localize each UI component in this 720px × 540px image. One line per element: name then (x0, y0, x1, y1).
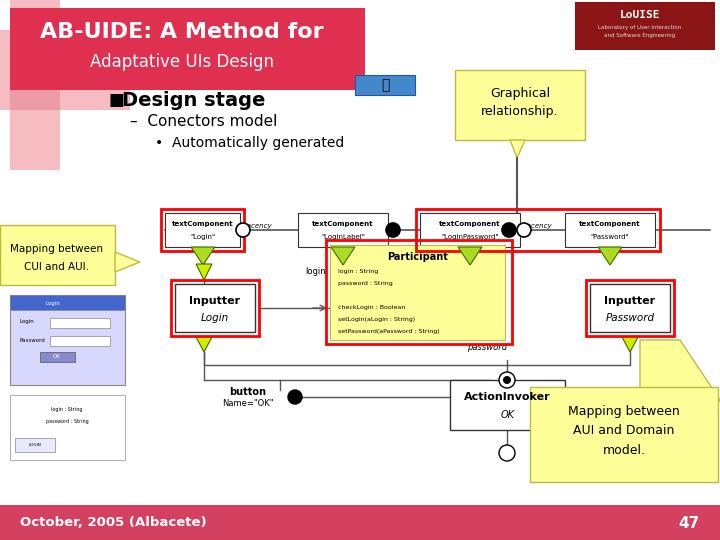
Circle shape (517, 223, 531, 237)
Text: setPassword(aPassword : String): setPassword(aPassword : String) (338, 328, 440, 334)
Polygon shape (115, 252, 140, 272)
FancyBboxPatch shape (455, 70, 585, 140)
Text: OK: OK (53, 354, 61, 360)
FancyBboxPatch shape (330, 245, 505, 340)
Polygon shape (598, 247, 622, 265)
Text: Inputter: Inputter (604, 296, 656, 306)
FancyBboxPatch shape (10, 30, 60, 110)
Text: Adaptative UIs Design: Adaptative UIs Design (90, 53, 274, 71)
Text: and Software Engineering: and Software Engineering (604, 32, 675, 37)
FancyBboxPatch shape (0, 225, 115, 285)
FancyBboxPatch shape (575, 2, 715, 50)
Polygon shape (196, 337, 212, 352)
Text: relationship.: relationship. (481, 105, 559, 118)
Text: 47: 47 (679, 516, 700, 530)
FancyBboxPatch shape (50, 318, 110, 328)
Text: login : String: login : String (51, 408, 83, 413)
Text: adjacency: adjacency (517, 223, 553, 229)
Text: textComponent: textComponent (439, 221, 501, 227)
Text: LOGIN: LOGIN (29, 443, 41, 447)
Polygon shape (355, 75, 415, 95)
FancyBboxPatch shape (15, 438, 55, 452)
Polygon shape (191, 247, 215, 265)
FancyBboxPatch shape (0, 30, 130, 110)
Text: Laboratory of User Interaction: Laboratory of User Interaction (598, 25, 682, 30)
Text: button: button (230, 387, 266, 397)
FancyBboxPatch shape (10, 8, 365, 90)
Circle shape (236, 223, 250, 237)
Text: AUI and Domain: AUI and Domain (573, 423, 675, 436)
Text: Mapping between: Mapping between (568, 406, 680, 419)
Polygon shape (510, 140, 525, 158)
Text: adjacency: adjacency (237, 223, 273, 229)
Text: ActionInvoker: ActionInvoker (464, 392, 551, 402)
Text: Design stage: Design stage (122, 91, 266, 110)
FancyBboxPatch shape (10, 295, 125, 310)
FancyBboxPatch shape (165, 213, 240, 247)
FancyBboxPatch shape (40, 352, 75, 362)
FancyBboxPatch shape (0, 505, 720, 540)
Text: Password: Password (20, 338, 46, 342)
Text: password : String: password : String (338, 280, 392, 286)
Text: Password: Password (606, 313, 654, 323)
Circle shape (503, 376, 511, 384)
FancyBboxPatch shape (10, 395, 125, 460)
FancyBboxPatch shape (450, 380, 565, 430)
FancyBboxPatch shape (175, 284, 255, 332)
Text: login : String: login : String (338, 268, 378, 273)
Text: model.: model. (603, 443, 646, 456)
Text: Graphical: Graphical (490, 86, 550, 99)
Text: Mapping between: Mapping between (11, 244, 104, 254)
Text: AB-UIDE: A Method for: AB-UIDE: A Method for (40, 22, 324, 42)
Polygon shape (196, 264, 212, 280)
Text: password : String: password : String (45, 420, 89, 424)
FancyBboxPatch shape (10, 0, 60, 170)
FancyBboxPatch shape (565, 213, 655, 247)
Text: Login: Login (45, 300, 60, 306)
Circle shape (499, 372, 515, 388)
Text: Name="OK": Name="OK" (222, 400, 274, 408)
Text: Login: Login (20, 320, 35, 325)
Text: ■: ■ (108, 91, 124, 109)
Polygon shape (622, 337, 638, 352)
Text: textComponent: textComponent (171, 221, 233, 227)
FancyBboxPatch shape (10, 295, 125, 385)
Text: October, 2005 (Albacete): October, 2005 (Albacete) (20, 516, 207, 530)
FancyBboxPatch shape (530, 387, 718, 482)
FancyBboxPatch shape (420, 213, 520, 247)
Text: setLogin(aLogin : String): setLogin(aLogin : String) (338, 316, 415, 321)
Text: login: login (305, 267, 325, 276)
FancyBboxPatch shape (298, 213, 388, 247)
Text: OK: OK (500, 410, 515, 420)
Text: password: password (467, 342, 507, 352)
Circle shape (288, 390, 302, 404)
Text: "Login": "Login" (190, 234, 215, 240)
Text: "LoginPassword": "LoginPassword" (441, 234, 499, 240)
Text: "LoginLabel": "LoginLabel" (321, 234, 365, 240)
Text: "Password": "Password" (590, 234, 629, 240)
Text: Inputter: Inputter (189, 296, 240, 306)
Circle shape (386, 223, 400, 237)
Text: 💳: 💳 (381, 78, 390, 92)
Polygon shape (640, 340, 720, 460)
Text: checkLogin : Boolean: checkLogin : Boolean (338, 305, 405, 309)
Polygon shape (331, 247, 355, 265)
Text: Participant: Participant (387, 252, 448, 262)
Text: LoUISE: LoUISE (620, 10, 660, 20)
FancyBboxPatch shape (590, 284, 670, 332)
Text: textComponent: textComponent (312, 221, 374, 227)
Text: •  Automatically generated: • Automatically generated (155, 136, 344, 150)
Text: Login: Login (201, 313, 229, 323)
Circle shape (502, 223, 516, 237)
Circle shape (499, 445, 515, 461)
Polygon shape (575, 2, 600, 35)
Text: CUI and AUI.: CUI and AUI. (24, 262, 89, 272)
Text: –  Conectors model: – Conectors model (130, 114, 277, 130)
FancyBboxPatch shape (50, 336, 110, 346)
Text: textComponent: textComponent (579, 221, 641, 227)
Polygon shape (458, 247, 482, 265)
